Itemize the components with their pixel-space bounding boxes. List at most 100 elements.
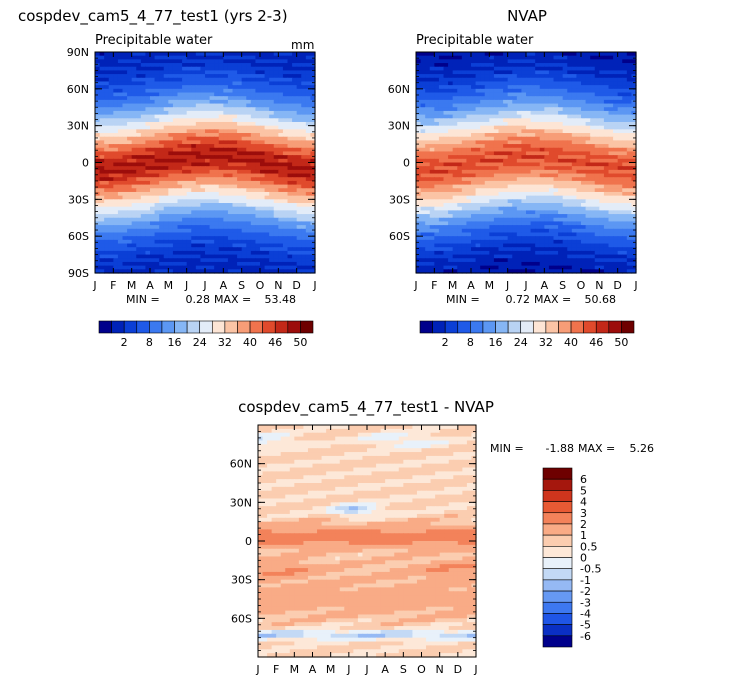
heatmap-cell <box>567 147 573 153</box>
heatmap-cell <box>301 269 307 274</box>
heatmap-cell <box>191 258 197 263</box>
heatmap-cell <box>287 129 293 134</box>
heatmap-cell <box>232 114 238 119</box>
heatmap-cell <box>264 247 270 252</box>
heatmap-cell <box>186 261 192 267</box>
heatmap-cell <box>305 228 312 234</box>
heatmap-cell <box>150 133 156 138</box>
heatmap-cell <box>420 59 426 64</box>
heatmap-cell <box>448 114 454 119</box>
heatmap-cell <box>104 92 110 97</box>
heatmap-cell <box>223 199 229 204</box>
heatmap-cell <box>127 243 133 248</box>
heatmap-cell <box>159 258 165 263</box>
x-tick-label: J <box>92 279 96 292</box>
heatmap-cell <box>191 118 197 123</box>
heatmap-cell <box>530 59 536 64</box>
heatmap-cell <box>567 155 573 160</box>
heatmap-cell <box>108 239 114 245</box>
heatmap-cell <box>434 129 440 134</box>
heatmap-cell <box>581 59 587 64</box>
heatmap-cell <box>154 96 160 101</box>
heatmap-cell <box>186 147 192 153</box>
heatmap-cell <box>571 162 578 167</box>
heatmap-cell <box>535 191 541 197</box>
heatmap-cell <box>168 59 174 64</box>
heatmap-cell <box>154 258 160 263</box>
heatmap-cell <box>108 173 114 178</box>
heatmap-cell <box>278 66 284 72</box>
heatmap-cell <box>172 96 179 101</box>
heatmap-cell <box>99 103 105 108</box>
heatmap-cell <box>154 52 160 57</box>
heatmap-cell <box>438 166 445 171</box>
heatmap-cell <box>237 66 243 72</box>
heatmap-cell <box>443 118 449 123</box>
heatmap-cell <box>301 217 307 223</box>
heatmap-cell <box>218 96 224 101</box>
heatmap-cell <box>567 177 573 182</box>
heatmap-cell <box>305 191 312 197</box>
heatmap-cell <box>186 70 192 75</box>
heatmap-cell <box>507 77 513 83</box>
heatmap-cell <box>420 188 426 193</box>
heatmap-cell <box>466 177 472 182</box>
heatmap-cell <box>301 136 307 141</box>
heatmap-cell <box>223 144 229 149</box>
heatmap-cell <box>530 188 536 193</box>
heatmap-cell <box>163 188 169 193</box>
heatmap-cell <box>260 96 266 101</box>
heatmap-cell <box>484 63 490 68</box>
heatmap-cell <box>310 151 316 156</box>
heatmap-cell <box>452 151 458 156</box>
heatmap-cell <box>246 203 252 208</box>
heatmap-cell <box>127 144 133 149</box>
heatmap-cell <box>159 269 165 274</box>
heatmap-cell <box>255 88 261 94</box>
heatmap-cell <box>227 199 234 204</box>
heatmap-cell <box>590 70 596 75</box>
heatmap-cell <box>145 158 151 164</box>
heatmap-cell <box>205 180 211 186</box>
heatmap-cell <box>301 195 307 200</box>
heatmap-cell <box>301 239 307 245</box>
heatmap-cell <box>182 55 188 60</box>
heatmap-cell <box>154 118 160 123</box>
heatmap-cell <box>282 250 289 256</box>
heatmap-cell <box>205 243 211 248</box>
heatmap-cell <box>200 206 206 211</box>
heatmap-cell <box>530 85 536 90</box>
heatmap-cell <box>218 107 224 112</box>
heatmap-cell <box>104 166 110 171</box>
heatmap-cell <box>521 99 527 105</box>
heatmap-cell <box>250 162 257 167</box>
heatmap-cell <box>548 166 555 171</box>
heatmap-cell <box>507 133 513 138</box>
heatmap-cell <box>613 92 619 97</box>
heatmap-cell <box>186 258 192 263</box>
heatmap-cell <box>590 129 596 134</box>
heatmap-cell <box>127 221 133 226</box>
heatmap-cell <box>250 236 257 241</box>
heatmap-cell <box>241 254 247 259</box>
heatmap-cell <box>154 225 160 230</box>
heatmap-cell <box>246 173 252 178</box>
heatmap-cell <box>108 66 114 72</box>
heatmap-cell <box>168 66 174 72</box>
heatmap-cell <box>292 63 298 68</box>
heatmap-cell <box>475 66 481 72</box>
heatmap-cell <box>416 99 422 105</box>
heatmap-cell <box>260 144 266 149</box>
heatmap-cell <box>182 59 188 64</box>
heatmap-cell <box>237 136 243 141</box>
heatmap-cell <box>553 63 559 68</box>
heatmap-cell <box>182 107 188 112</box>
heatmap-cell <box>232 173 238 178</box>
heatmap-cell <box>498 158 504 164</box>
heatmap-cell <box>526 77 532 83</box>
heatmap-cell <box>255 232 261 237</box>
heatmap-cell <box>140 63 147 68</box>
heatmap-cell <box>507 96 513 101</box>
heatmap-cell <box>117 144 124 149</box>
heatmap-cell <box>191 85 197 90</box>
